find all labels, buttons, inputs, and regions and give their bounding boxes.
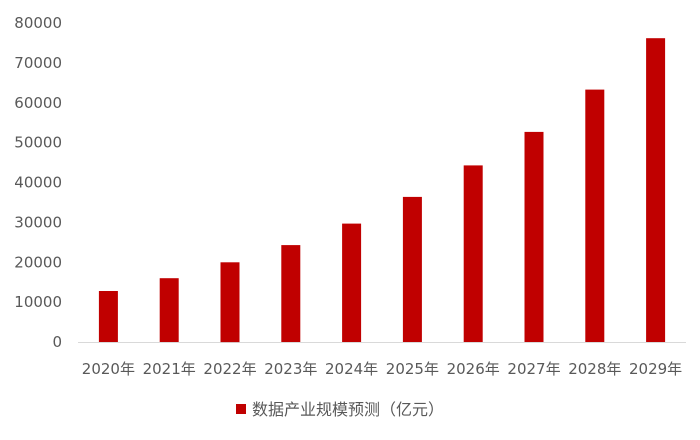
x-tick-label: 2025年 — [386, 360, 439, 378]
bar-2027年 — [524, 131, 544, 342]
y-tick-label: 30000 — [14, 213, 62, 231]
bar-2021年 — [159, 278, 179, 342]
y-tick-label: 80000 — [14, 14, 62, 32]
y-tick-label: 50000 — [14, 134, 62, 152]
legend: 数据产业规模预测（亿元） — [236, 400, 444, 419]
bar-2020年 — [98, 291, 118, 342]
legend-label: 数据产业规模预测（亿元） — [252, 400, 444, 419]
y-tick-label: 0 — [52, 333, 62, 351]
bar-2028年 — [585, 89, 605, 342]
bar-2025年 — [402, 196, 422, 342]
bar-2026年 — [463, 165, 483, 342]
bars — [98, 38, 666, 343]
x-tick-label: 2022年 — [203, 360, 256, 378]
y-axis-ticks: 0 10000 20000 30000 40000 50000 60000 70000 8000… — [14, 14, 62, 351]
x-tick-label: 2029年 — [629, 360, 682, 378]
x-tick-label: 2026年 — [447, 360, 500, 378]
x-tick-label: 2028年 — [568, 360, 621, 378]
bar-2029年 — [646, 38, 666, 342]
y-tick-label: 60000 — [14, 94, 62, 112]
x-tick-label: 2027年 — [507, 360, 560, 378]
y-tick-label: 20000 — [14, 253, 62, 271]
y-tick-label: 40000 — [14, 174, 62, 192]
x-tick-label: 2020年 — [82, 360, 135, 378]
bar-2022年 — [220, 262, 240, 343]
bar-2023年 — [281, 245, 301, 342]
y-tick-label: 10000 — [14, 293, 62, 311]
x-tick-label: 2024年 — [325, 360, 378, 378]
legend-swatch — [236, 404, 246, 414]
x-axis-ticks: 2020年 2021年 2022年 2023年 2024年 2025年 2026年 2027年… — [82, 360, 682, 378]
y-tick-label: 70000 — [14, 54, 62, 72]
x-tick-label: 2021年 — [143, 360, 196, 378]
x-tick-label: 2023年 — [264, 360, 317, 378]
bar-2024年 — [342, 223, 362, 342]
